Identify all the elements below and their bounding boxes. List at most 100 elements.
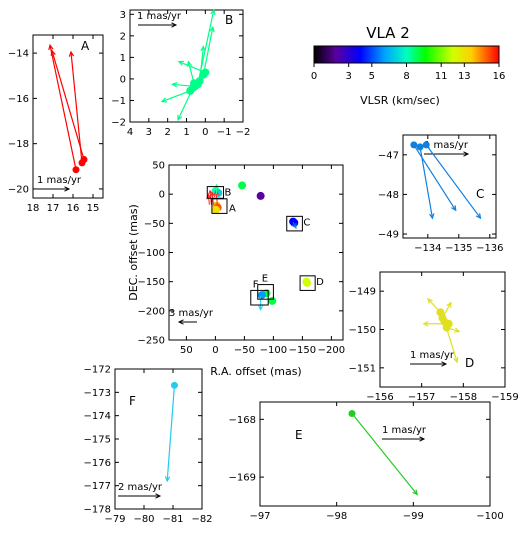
x-tick-label: −134	[414, 243, 441, 254]
arrow-head	[210, 8, 216, 16]
maser-spot	[190, 79, 199, 88]
y-tick-label: 50	[152, 161, 165, 172]
y-tick-label: −50	[144, 219, 165, 230]
x-tick-label: 15	[87, 203, 100, 214]
panel-a: 18 17 16 15 −14 −16 −18 −20 1 mas/yr A	[8, 34, 104, 214]
y-tick-label: −14	[8, 49, 29, 60]
colorbar-tick-label: 3	[346, 71, 352, 82]
motion-vector	[202, 27, 214, 75]
panel-main: 50 0 −50 −100 −150 −200500−50−100−150−200−250…	[127, 161, 345, 379]
maser-spot	[201, 68, 210, 77]
y-tick-label: −178	[84, 505, 111, 516]
region-box	[250, 289, 269, 306]
motion-vector	[207, 194, 210, 205]
x-tick-label: 0	[212, 345, 218, 356]
region-label: E	[262, 274, 268, 285]
panel-label: D	[465, 356, 474, 370]
arrow-head	[213, 183, 220, 190]
motion-vector	[51, 50, 85, 160]
y-tick-label: −151	[349, 363, 376, 374]
region-label: A	[229, 203, 236, 214]
x-tick-label: 0	[202, 127, 208, 138]
arrow-head	[155, 493, 162, 499]
x-tick-label: −135	[445, 243, 472, 254]
y-tick-label: −174	[84, 411, 111, 422]
motion-vector	[166, 385, 176, 482]
y-tick-label: −250	[138, 336, 165, 347]
maser-spot	[416, 143, 424, 151]
arrow-head	[441, 361, 448, 367]
y-tick-label: −48	[378, 190, 399, 201]
colorbar-gradient	[313, 45, 500, 64]
region-label: C	[303, 217, 310, 228]
arrow-head	[213, 189, 220, 196]
scale-label: 1 mas/yr	[424, 140, 469, 151]
y-tick-label: −16	[8, 94, 29, 105]
arrow-head	[177, 60, 184, 66]
motion-vector	[49, 45, 77, 170]
arrow-head	[258, 304, 264, 311]
arrow-head	[446, 301, 452, 308]
colorbar-ticks: 0 3 5 8 11 13 16	[311, 63, 506, 82]
colorbar-tick-label: 8	[403, 71, 409, 82]
maser-spot	[170, 381, 178, 389]
y-tick-label: −20	[8, 184, 29, 195]
x-tick-label: −156	[366, 392, 393, 403]
arrow-head	[171, 22, 178, 28]
x-tick-label: −100	[260, 345, 287, 356]
y-tick-label: −177	[84, 481, 111, 492]
maser-spot	[72, 166, 80, 174]
x-tick-label: −80	[133, 514, 154, 525]
x-tick-label: −97	[249, 511, 270, 522]
x-tick-label: 50	[180, 345, 193, 356]
y-tick-label: 3	[120, 10, 126, 21]
region-box	[257, 284, 274, 300]
motion-vector	[161, 90, 191, 103]
panel-c: −134 −135 −136 −47 −48 −49 1 mas/yr C	[378, 134, 504, 254]
x-tick-label: 1	[183, 127, 189, 138]
y-tick-label: −175	[84, 435, 111, 446]
y-tick-label: −49	[378, 230, 399, 241]
plot-frame	[402, 134, 497, 239]
panel-label: C	[476, 187, 484, 201]
x-tick-label: 17	[47, 203, 60, 214]
colorbar-tick-label: 13	[458, 71, 471, 82]
x-tick-label: −136	[476, 243, 503, 254]
arrow-head	[68, 50, 75, 57]
y-axis-label: DEC. offset (mas)	[127, 204, 140, 300]
y-tick-label: −18	[8, 139, 29, 150]
y-tick-label: −150	[138, 277, 165, 288]
panel-label: A	[81, 39, 90, 53]
region-box	[299, 275, 316, 291]
x-tick-label: 16	[67, 203, 80, 214]
motion-vector	[413, 144, 457, 211]
region-box	[206, 186, 225, 199]
plot-frame	[259, 401, 491, 507]
arrow-head	[200, 45, 206, 52]
y-tick-label: −169	[229, 473, 256, 484]
maser-spot	[211, 205, 220, 214]
colorbar-tick-label: 16	[493, 71, 506, 82]
x-tick-label: −150	[289, 345, 316, 356]
y-tick-label: 0	[120, 74, 126, 85]
arrow-head	[454, 327, 461, 333]
x-tick-label: −82	[191, 514, 212, 525]
arrow-head	[426, 297, 433, 304]
panel-e: −97 −98 −99 −100 −168 −169 1 mas/yr E	[229, 401, 504, 522]
colorbar-tick-label: 0	[311, 71, 317, 82]
y-tick-label: −176	[84, 458, 111, 469]
arrow-head	[164, 476, 171, 483]
arrow-head	[419, 436, 426, 442]
scale-label: 1 mas/yr	[382, 425, 427, 436]
maser-spot	[238, 181, 247, 190]
x-tick-label: −100	[476, 511, 503, 522]
x-tick-label: −79	[104, 514, 125, 525]
arrow-head	[412, 489, 419, 496]
x-tick-label: −81	[162, 514, 183, 525]
y-tick-label: −150	[349, 325, 376, 336]
panel-d: −156 −157 −158 −159 −149 −150 −151 1 mas/yr D	[349, 271, 519, 403]
y-tick-label: 1	[120, 53, 126, 64]
y-tick-label: −172	[84, 365, 111, 376]
y-tick-label: −200	[138, 306, 165, 317]
y-tick-label: 2	[120, 31, 126, 42]
